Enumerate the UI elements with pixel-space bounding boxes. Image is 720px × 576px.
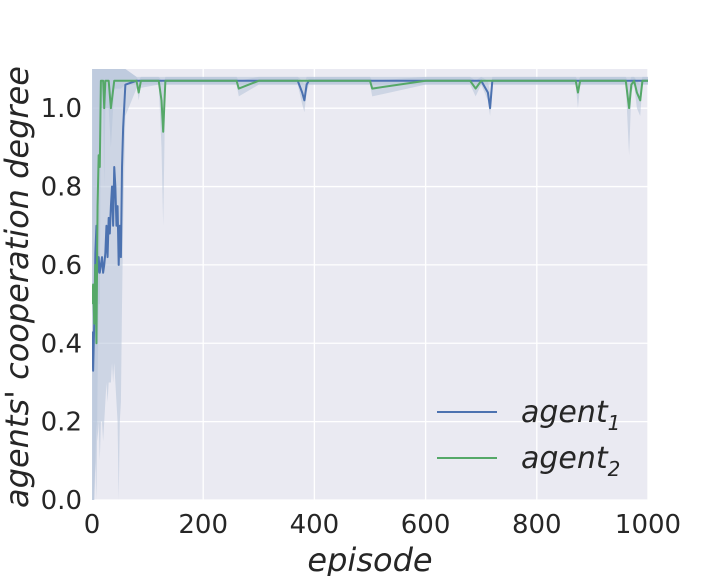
x-tick-label: 600: [401, 510, 451, 540]
x-axis-title: episode: [307, 541, 432, 576]
legend-label-agent1: agent1: [521, 395, 620, 435]
legend-label-agent2: agent2: [521, 441, 620, 481]
legend: agent1 agent2: [437, 395, 620, 481]
y-tick-label: 1.0: [41, 94, 82, 124]
series-lines: [92, 79, 648, 372]
plot-area: [92, 69, 648, 500]
y-axis-title: agents' cooperation degree: [0, 66, 36, 508]
y-tick-label: 0.0: [41, 486, 82, 516]
grid-lines: [91, 69, 649, 501]
x-tick-label: 1000: [615, 510, 681, 540]
x-tick-labels: 0 200 400 600 800 1000: [84, 510, 681, 540]
y-tick-labels: 0.0 0.2 0.4 0.6 0.8 1.0: [41, 94, 82, 516]
y-tick-label: 0.6: [41, 251, 82, 281]
x-tick-label: 400: [290, 510, 340, 540]
x-tick-label: 200: [178, 510, 228, 540]
x-tick-label: 800: [512, 510, 562, 540]
y-tick-label: 0.8: [41, 173, 82, 203]
y-tick-label: 0.2: [41, 408, 82, 438]
series-line-agent2: [92, 79, 648, 345]
x-tick-label: 0: [84, 510, 101, 540]
y-tick-label: 0.4: [41, 329, 82, 359]
